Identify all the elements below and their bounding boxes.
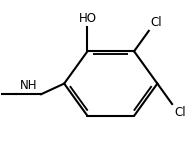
Text: Cl: Cl: [151, 16, 162, 29]
Text: HO: HO: [79, 12, 96, 25]
Text: Cl: Cl: [174, 106, 186, 119]
Text: NH: NH: [20, 79, 37, 92]
